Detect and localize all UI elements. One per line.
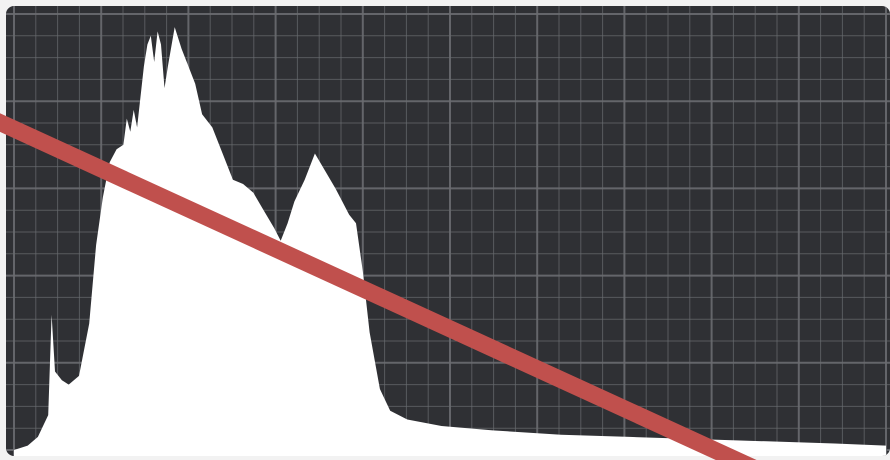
histogram-panel — [6, 6, 890, 456]
luminance-histogram — [6, 6, 890, 456]
